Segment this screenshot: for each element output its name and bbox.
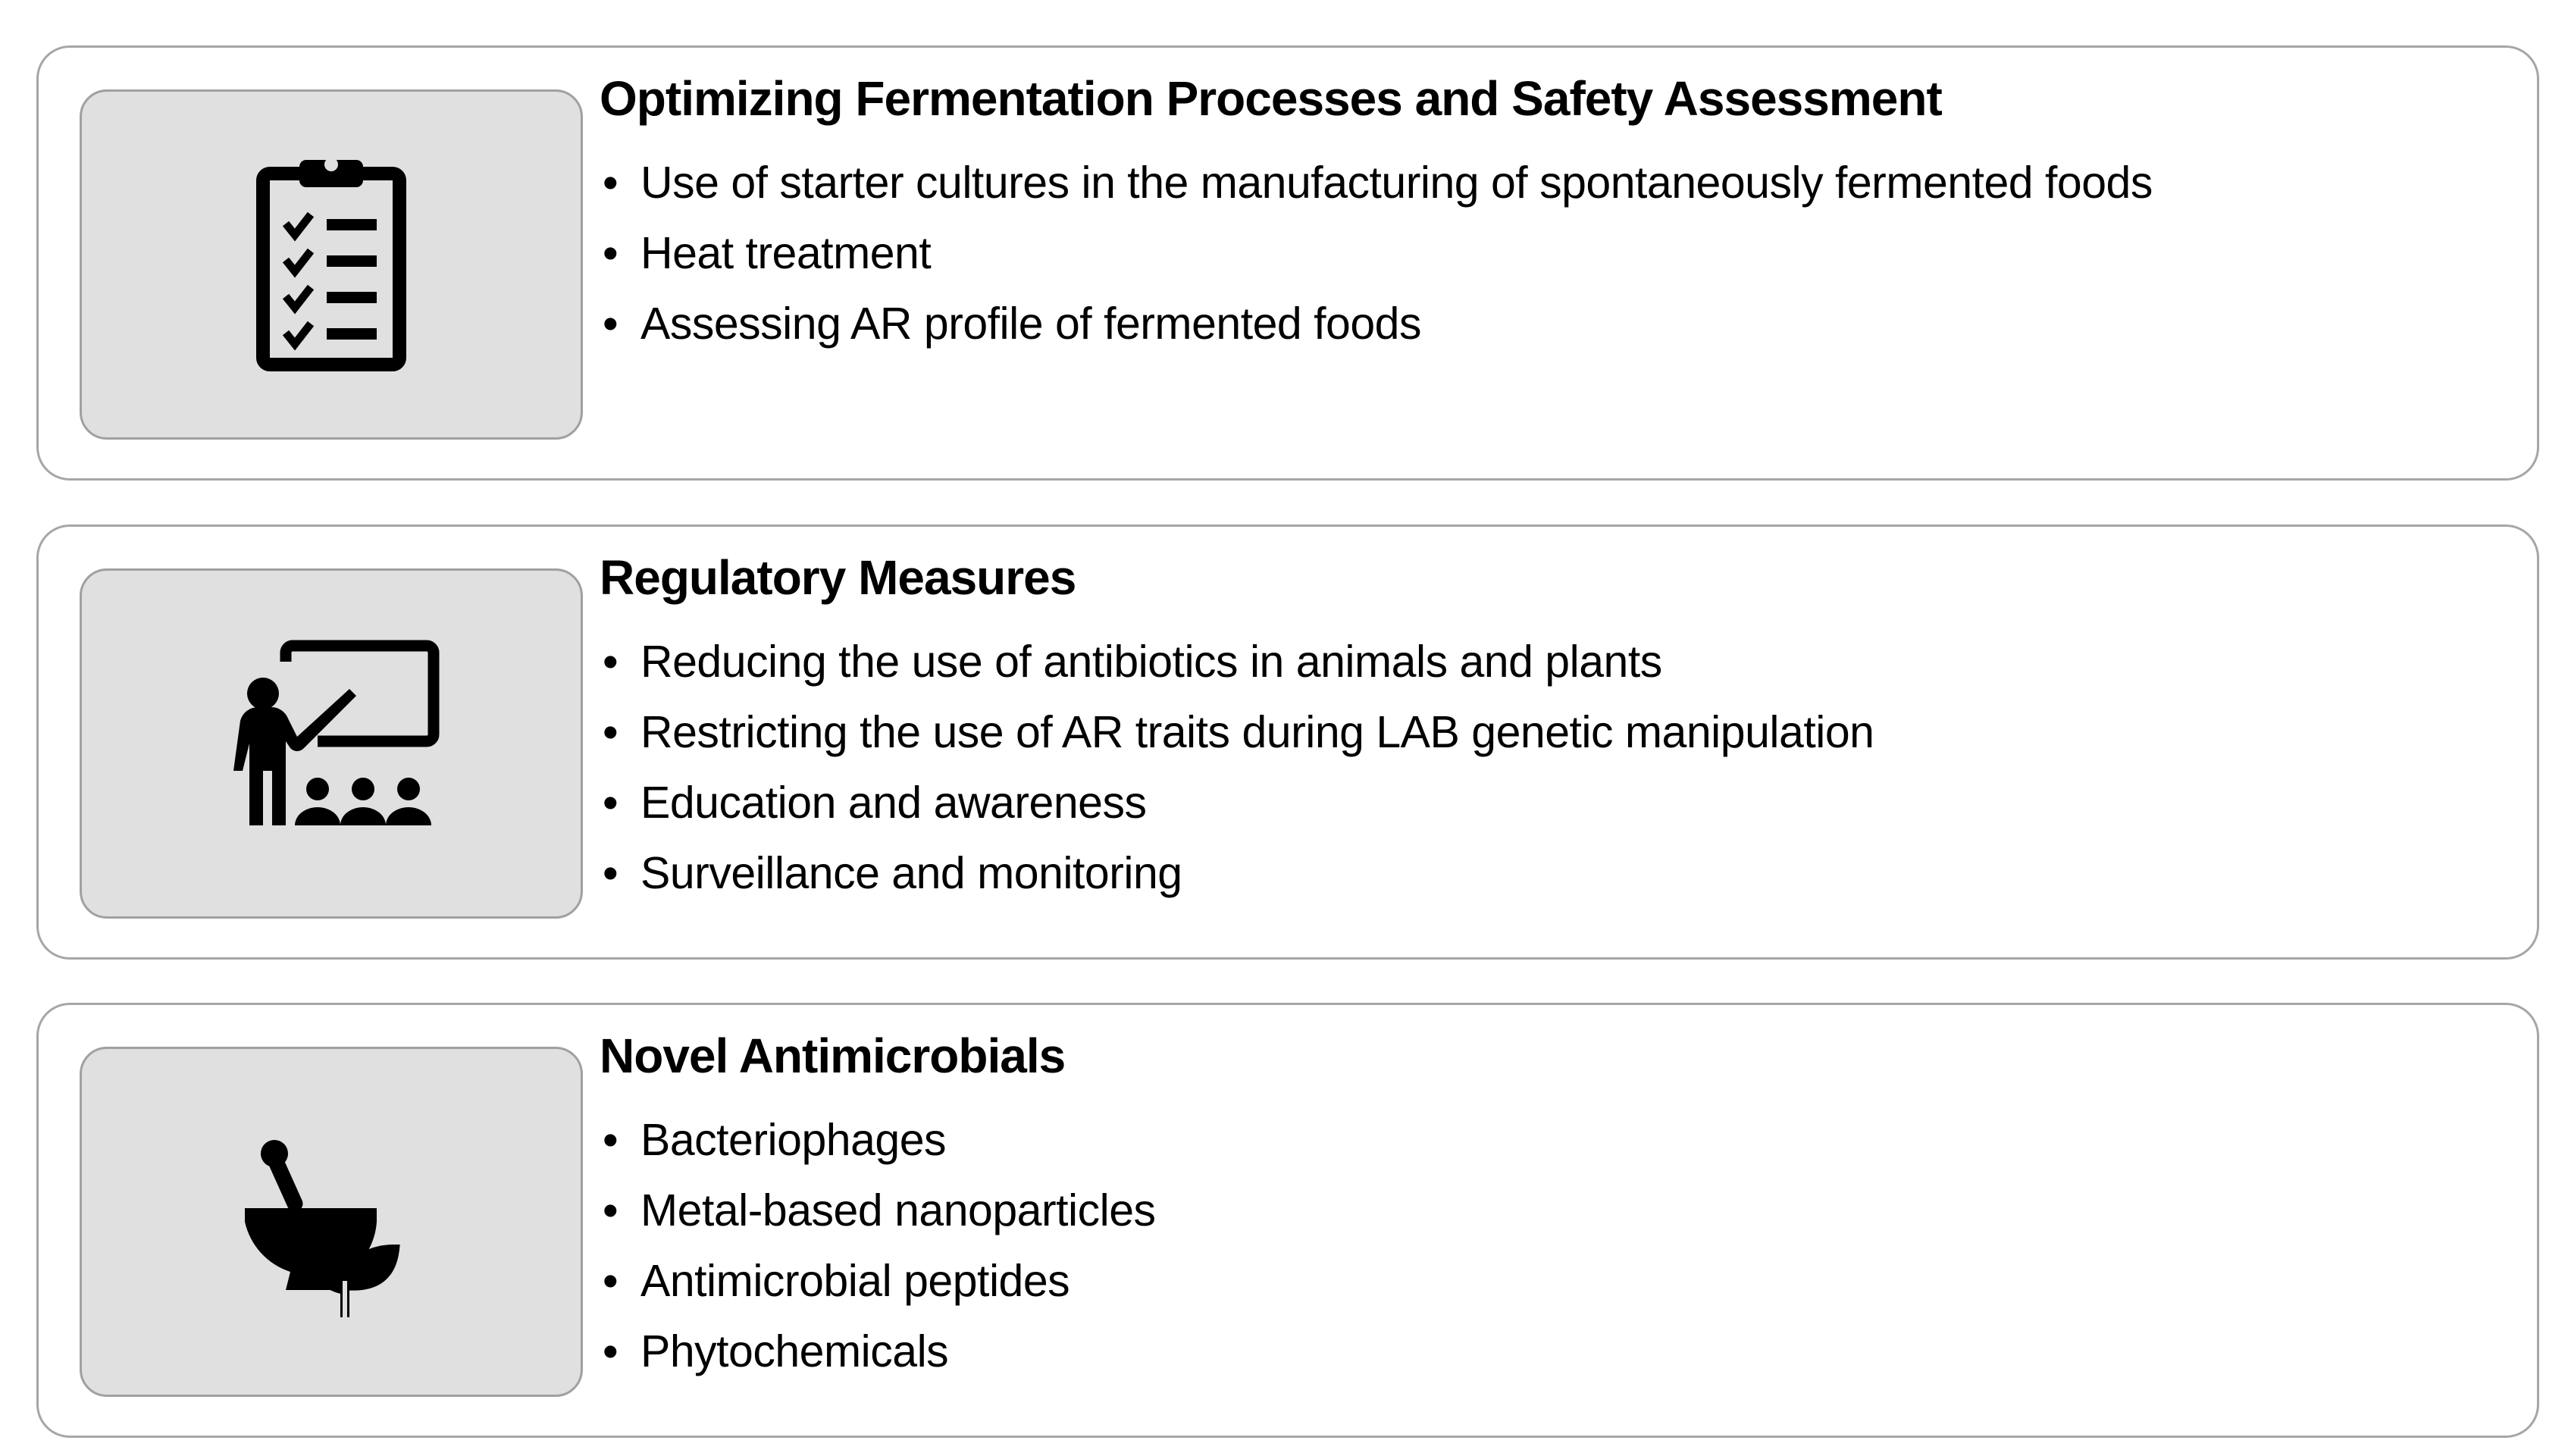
bullet-list: Use of starter cultures in the manufactu…: [603, 148, 2153, 359]
panel-novel-antimicrobials: Novel Antimicrobials Bacteriophages Meta…: [36, 1003, 2539, 1438]
clipboard-checklist-icon: [256, 158, 406, 371]
bullet-list: Bacteriophages Metal-based nanoparticles…: [603, 1105, 1156, 1387]
list-item: Antimicrobial peptides: [603, 1246, 1156, 1317]
list-item: Heat treatment: [603, 218, 2153, 289]
list-item: Surveillance and monitoring: [603, 838, 1874, 909]
panel-fermentation-safety: Optimizing Fermentation Processes and Sa…: [36, 45, 2539, 481]
list-item: Phytochemicals: [603, 1317, 1156, 1387]
list-item: Metal-based nanoparticles: [603, 1176, 1156, 1246]
panel-title: Regulatory Measures: [600, 550, 1076, 605]
list-item: Bacteriophages: [603, 1105, 1156, 1176]
bullet-list: Reducing the use of antibiotics in anima…: [603, 627, 1874, 909]
mortar-pestle-plant-icon: [245, 1140, 400, 1317]
panel-title: Novel Antimicrobials: [600, 1029, 1066, 1083]
icon-box: [80, 1047, 583, 1397]
list-item: Restricting the use of AR traits during …: [603, 697, 1874, 768]
icon-box: [80, 89, 583, 440]
list-item: Education and awareness: [603, 768, 1874, 838]
panel-regulatory-measures: Regulatory Measures Reducing the use of …: [36, 524, 2539, 960]
icon-box: [80, 568, 583, 919]
list-item: Assessing AR profile of fermented foods: [603, 289, 2153, 359]
list-item: Reducing the use of antibiotics in anima…: [603, 627, 1874, 697]
teacher-presentation-icon: [233, 640, 440, 825]
list-item: Use of starter cultures in the manufactu…: [603, 148, 2153, 218]
panel-title: Optimizing Fermentation Processes and Sa…: [600, 71, 1943, 126]
